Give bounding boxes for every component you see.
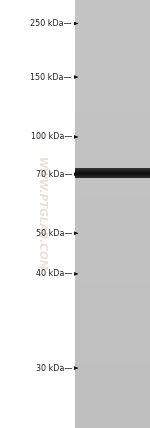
Text: 50 kDa—: 50 kDa— <box>36 229 72 238</box>
Text: WWW.PTGLAB.COM: WWW.PTGLAB.COM <box>36 157 45 271</box>
Text: 150 kDa—: 150 kDa— <box>30 72 72 82</box>
Text: 100 kDa—: 100 kDa— <box>31 132 72 142</box>
Text: 30 kDa—: 30 kDa— <box>36 363 72 373</box>
Bar <box>0 0 75 428</box>
Text: 250 kDa—: 250 kDa— <box>30 19 72 28</box>
Text: 70 kDa—: 70 kDa— <box>36 169 72 179</box>
Text: 40 kDa—: 40 kDa— <box>36 269 72 279</box>
